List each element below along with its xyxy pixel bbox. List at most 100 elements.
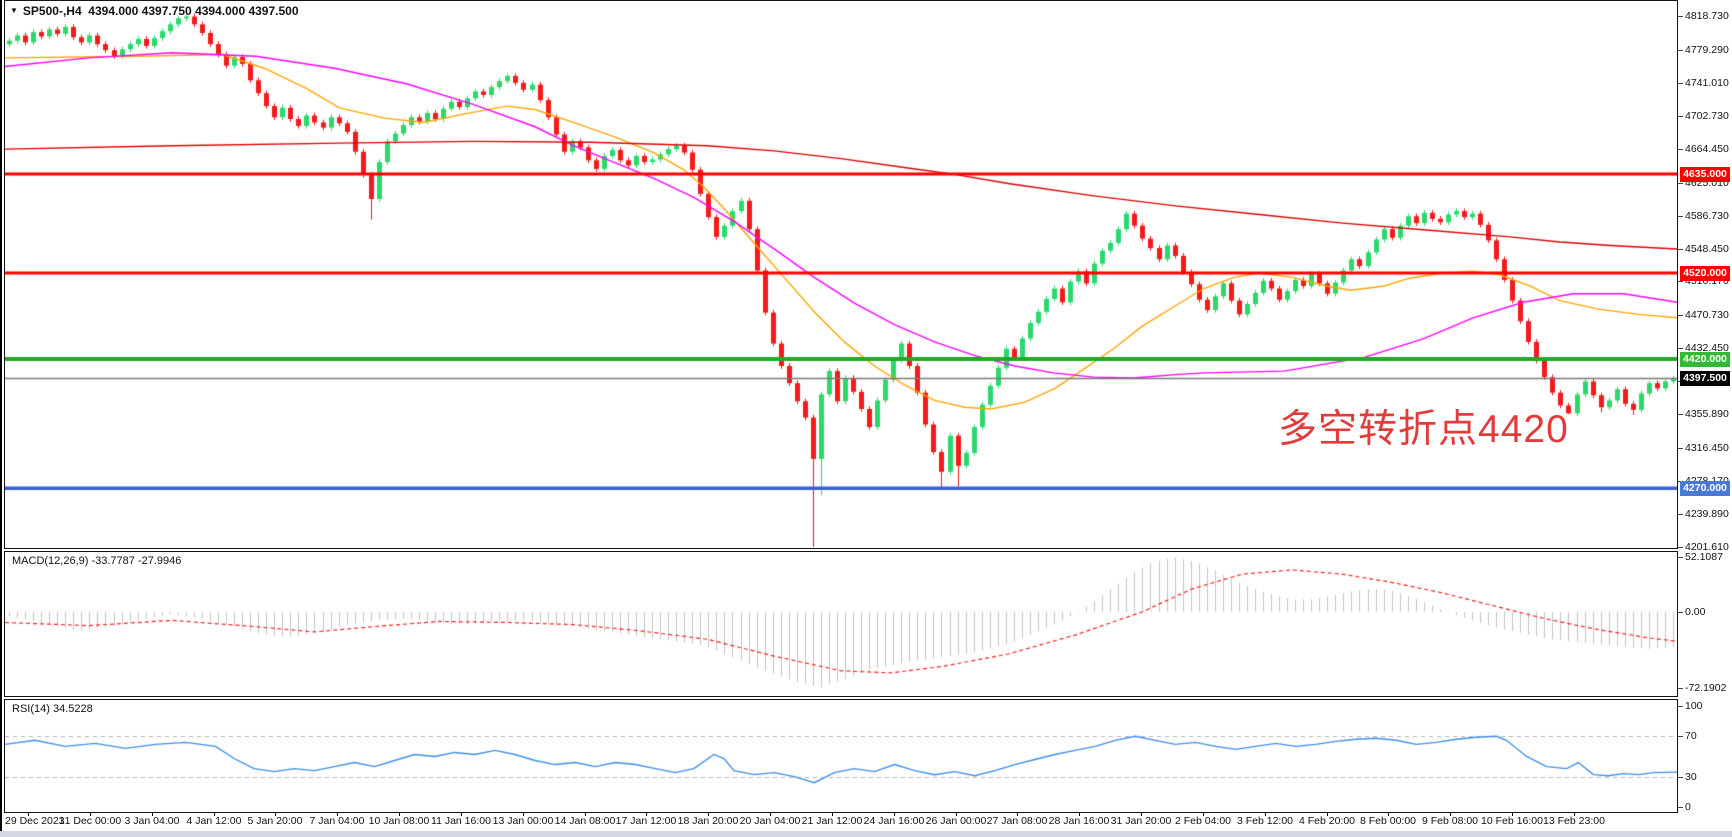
price-tick-label-tickmark [1678,514,1683,515]
time-label: 9 Feb 08:00 [1421,815,1479,827]
time-tickmark [832,812,833,816]
time-tickmark [770,812,771,816]
time-tickmark [275,812,276,816]
rsi-tick-label-tickmark [1678,807,1683,808]
time-tickmark [1450,812,1451,816]
time-tickmark [523,812,524,816]
macd-tick-label-tickmark [1678,557,1683,558]
annotation-text[interactable]: 多空转折点4420 [1278,408,1569,451]
price-tick-label-tickmark [1678,83,1683,84]
time-tickmark [1265,812,1266,816]
time-label: 10 Feb 16:00 [1481,815,1543,827]
price-tick-label-tickmark [1678,50,1683,51]
time-label: 5 Jan 20:00 [247,815,303,827]
price-tick-label-tickmark [1678,547,1683,548]
time-label: 4 Feb 20:00 [1298,815,1356,827]
time-tickmark [1141,812,1142,816]
price-level-tag: 4520.000 [1680,266,1730,281]
rsi-tick-label: 100 [1685,700,1703,712]
price-tick-label: 4355.890 [1685,408,1729,420]
time-tickmark [1017,812,1018,816]
price-tick-label-tickmark [1678,448,1683,449]
time-label: 11 Jan 16:00 [431,815,491,827]
price-tick-label-tickmark [1678,149,1683,150]
price-tick-label-tickmark [1678,315,1683,316]
time-tickmark [399,812,400,816]
time-tickmark [894,812,895,816]
price-tick-label: 4548.450 [1685,243,1729,255]
main-price-chart-panel [4,0,1678,549]
price-level-tag: 4397.500 [1680,371,1730,386]
time-tickmark [585,812,586,816]
time-tickmark [1327,812,1328,816]
time-label: 24 Jan 16:00 [863,815,925,827]
time-label: 4 Jan 12:00 [186,815,242,827]
chart-symbol-ohlc: ▼ SP500-,H4 4394.000 4397.750 4394.000 43… [10,4,299,18]
rsi-tick-label: 70 [1685,730,1697,742]
time-tickmark [337,812,338,816]
time-label: 13 Feb 23:00 [1543,815,1605,827]
rsi-tick-label: 0 [1685,801,1691,813]
time-label: 31 Dec 00:00 [58,815,122,827]
price-tick-label: 4779.290 [1685,44,1729,56]
price-tick-label: 4432.450 [1685,342,1729,354]
time-label: 2 Feb 04:00 [1174,815,1232,827]
time-label: 18 Jan 20:00 [677,815,739,827]
price-level-tag: 4635.000 [1680,167,1730,182]
ohlc-values: 4394.000 4397.750 4394.000 4397.500 [88,4,299,18]
time-label: 21 Jan 12:00 [801,815,863,827]
price-level-tag: 4270.000 [1680,481,1730,496]
time-tickmark [1203,812,1204,816]
time-label: 14 Jan 08:00 [554,815,616,827]
price-tick-label-tickmark [1678,414,1683,415]
rsi-chart-canvas[interactable] [5,700,1677,812]
macd-indicator-panel: MACD(12,26,9) -33.7787 -27.9946 [4,551,1678,697]
symbol-label: SP500-,H4 [22,4,82,18]
price-level-tag: 4420.000 [1680,352,1730,367]
macd-tick-label-tickmark [1678,688,1683,689]
time-label: 17 Jan 12:00 [615,815,677,827]
time-axis[interactable]: 29 Dec 2021 31 Dec 00:00 3 Jan 04:00 4 Jan … [4,812,1678,831]
price-tick-label-tickmark [1678,216,1683,217]
price-tick-label-tickmark [1678,116,1683,117]
time-label: 13 Jan 00:00 [492,815,554,827]
rsi-tick-label-tickmark [1678,736,1683,737]
time-tickmark [956,812,957,816]
price-tick-label-tickmark [1678,16,1683,17]
price-tick-label: 4702.730 [1685,110,1729,122]
time-tickmark [646,812,647,816]
macd-chart-canvas[interactable] [5,552,1677,696]
time-tickmark [1388,812,1389,816]
time-label: 31 Jan 20:00 [1110,815,1172,827]
rsi-label: RSI(14) 34.5228 [12,703,93,715]
price-tick-label: 4818.730 [1685,10,1729,22]
price-tick-label-tickmark [1678,348,1683,349]
rsi-tick-label: 30 [1685,771,1697,783]
time-label: 10 Jan 08:00 [368,815,430,827]
price-tick-label: 4741.010 [1685,77,1729,89]
price-tick-label: 4316.450 [1685,442,1729,454]
rsi-tick-label-tickmark [1678,706,1683,707]
time-label: 20 Jan 04:00 [739,815,801,827]
price-axis[interactable]: 4818.730 4779.290 4741.010 4702.730 4664.450… [1678,0,1732,837]
macd-tick-label: -72.1902 [1685,682,1727,694]
price-tick-label-tickmark [1678,249,1683,250]
time-tickmark [152,812,153,816]
macd-label: MACD(12,26,9) -33.7787 -27.9946 [12,555,182,567]
time-label: 8 Feb 00:00 [1359,815,1417,827]
time-tickmark [1574,812,1575,816]
price-tick-label: 4586.730 [1685,210,1729,222]
price-tick-label-tickmark [1678,183,1683,184]
time-label: 27 Jan 08:00 [986,815,1048,827]
time-tickmark [1512,812,1513,816]
macd-tick-label-tickmark [1678,612,1683,613]
chevron-down-icon: ▼ [10,6,18,15]
time-tickmark [214,812,215,816]
time-tickmark [90,812,91,816]
price-tick-label: 4664.450 [1685,143,1729,155]
bottom-strip [0,831,1732,837]
time-label: 29 Dec 2021 [5,815,65,827]
time-tickmark [28,812,29,816]
candlestick-chart-canvas[interactable] [5,1,1677,548]
